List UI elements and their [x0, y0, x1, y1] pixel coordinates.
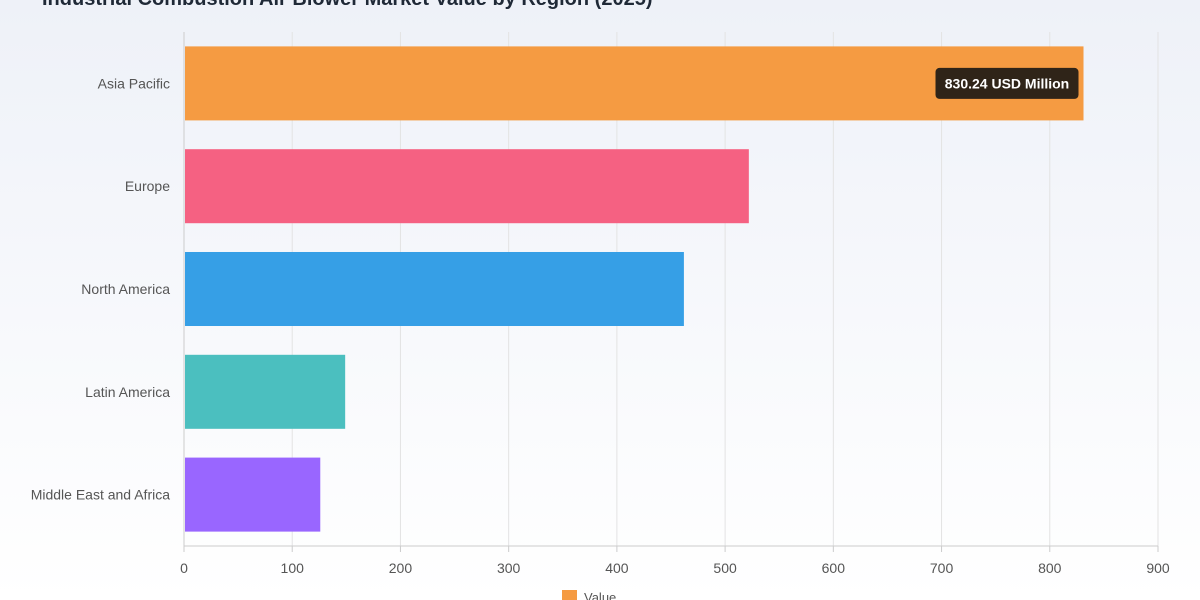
bar-north-america — [185, 251, 684, 327]
bar-asia-pacific — [185, 46, 1084, 121]
y-category-label: Europe — [125, 178, 170, 194]
x-tick-label: 200 — [389, 560, 413, 576]
y-category-label: Latin America — [85, 384, 170, 400]
bar-middle-east-and-africa — [185, 457, 321, 532]
x-tick-label: 100 — [281, 560, 305, 576]
bar-europe — [185, 149, 749, 224]
x-tick-label: 800 — [1038, 560, 1062, 576]
x-tick-label: 400 — [605, 560, 629, 576]
x-tick-label: 500 — [713, 560, 737, 576]
y-category-label: North America — [81, 281, 170, 297]
x-tick-label: 0 — [180, 560, 188, 576]
y-category-label: Asia Pacific — [98, 75, 170, 91]
x-tick-label: 900 — [1146, 560, 1170, 576]
bar-latin-america — [185, 354, 346, 429]
tooltip-box — [935, 67, 1079, 99]
chart-title: Industrial Combustion Air Blower Market … — [42, 0, 653, 11]
x-tick-label: 300 — [497, 560, 521, 576]
legend-label: Value — [584, 590, 616, 600]
x-tick-label: 600 — [822, 560, 846, 576]
y-category-label: Middle East and Africa — [31, 487, 171, 503]
tooltip-text: 830.24 USD Million — [945, 75, 1069, 91]
legend-swatch — [562, 590, 577, 600]
x-tick-label: 700 — [930, 560, 954, 576]
